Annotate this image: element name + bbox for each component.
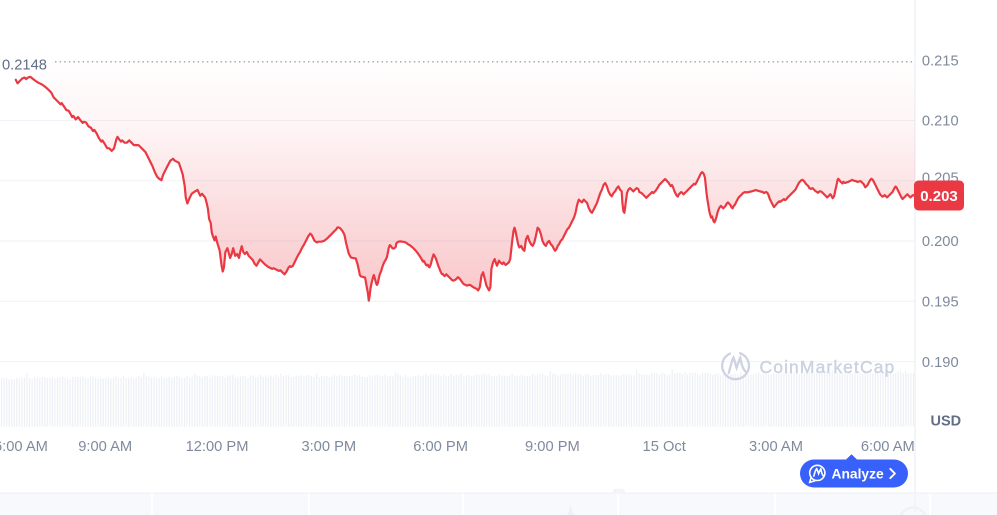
svg-text:9:00 AM: 9:00 AM — [78, 439, 132, 455]
svg-text:Analyze: Analyze — [832, 467, 884, 482]
svg-text:0.215: 0.215 — [922, 53, 959, 69]
svg-text:6:00 PM: 6:00 PM — [413, 439, 468, 455]
svg-text:12:00 PM: 12:00 PM — [186, 439, 249, 455]
svg-text:0.203: 0.203 — [920, 188, 958, 205]
svg-text:CoinMarketCap: CoinMarketCap — [760, 357, 896, 377]
svg-text:USD: USD — [931, 413, 962, 429]
svg-text:6:00 AM: 6:00 AM — [861, 439, 915, 455]
svg-text:0.2148: 0.2148 — [2, 57, 47, 73]
svg-text:15 Oct: 15 Oct — [643, 439, 686, 455]
svg-text:3:00 AM: 3:00 AM — [749, 439, 803, 455]
svg-text:3:00 PM: 3:00 PM — [301, 439, 356, 455]
svg-text:6:00 AM: 6:00 AM — [0, 439, 48, 455]
svg-text:0.190: 0.190 — [922, 355, 959, 371]
svg-text:0.200: 0.200 — [922, 234, 959, 250]
svg-text:0.195: 0.195 — [922, 295, 959, 311]
svg-text:9:00 PM: 9:00 PM — [525, 439, 580, 455]
svg-text:0.210: 0.210 — [922, 114, 959, 130]
